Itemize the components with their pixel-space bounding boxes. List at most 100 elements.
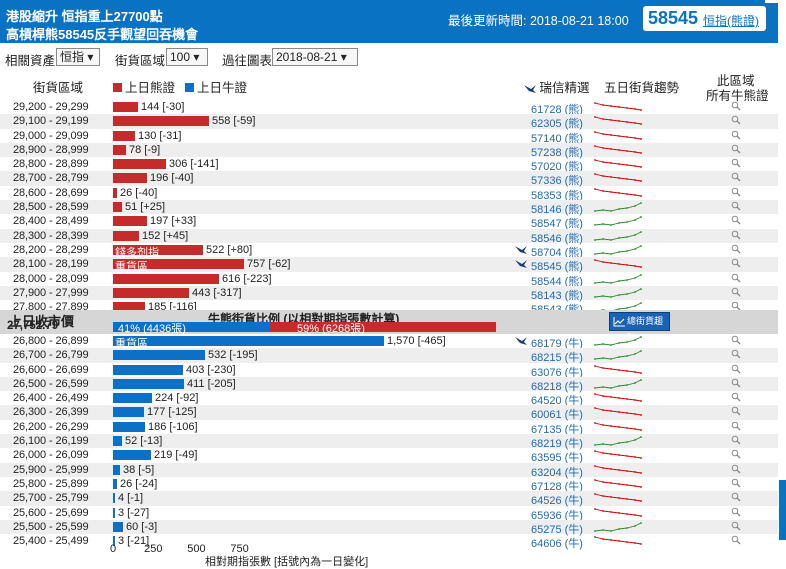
magnifier-icon[interactable] bbox=[731, 535, 741, 545]
magnifier-icon[interactable] bbox=[731, 230, 741, 240]
total-trend-label[interactable]: 總街貨趨勢 bbox=[627, 316, 664, 343]
magnifier-icon[interactable] bbox=[731, 172, 741, 182]
magnifier-icon[interactable] bbox=[731, 435, 741, 445]
magnifier-icon[interactable] bbox=[731, 101, 741, 111]
warrant-code-link[interactable]: 68215 (牛) bbox=[531, 352, 583, 365]
warrant-code-link[interactable]: 67135 (牛) bbox=[531, 423, 583, 436]
warrant-code-link[interactable]: 58547 (熊) bbox=[531, 218, 583, 231]
bull-bar[interactable] bbox=[113, 536, 115, 547]
warrant-code-link[interactable]: 65936 (牛) bbox=[531, 509, 583, 522]
asset-select[interactable]: 恒指 ▾ bbox=[56, 48, 100, 66]
total-trend-button[interactable]: 總街貨趨勢 bbox=[609, 312, 670, 343]
warrant-code-link[interactable]: 65275 (牛) bbox=[531, 523, 583, 536]
bull-bar[interactable] bbox=[113, 364, 183, 375]
bull-bar[interactable] bbox=[113, 407, 144, 418]
magnifier-icon[interactable] bbox=[731, 349, 741, 359]
side-tab[interactable] bbox=[779, 480, 786, 540]
magnifier-icon[interactable] bbox=[731, 273, 741, 283]
warrant-code-link[interactable]: 63204 (牛) bbox=[531, 466, 583, 479]
headline-1[interactable]: 港股縮升 恒指重上27700點 bbox=[6, 9, 163, 24]
warrant-code-link[interactable]: 63595 (牛) bbox=[531, 452, 583, 465]
bear-bar[interactable] bbox=[113, 230, 139, 241]
magnifier-icon[interactable] bbox=[731, 392, 741, 402]
bull-bar[interactable] bbox=[113, 478, 117, 489]
bull-bar[interactable] bbox=[113, 336, 384, 346]
bear-bar[interactable] bbox=[113, 144, 126, 155]
magnifier-icon[interactable] bbox=[731, 244, 741, 254]
warrant-code-link[interactable]: 58544 (熊) bbox=[531, 275, 583, 288]
bear-bar[interactable] bbox=[113, 116, 209, 127]
headline-2[interactable]: 高槓桿熊58545反手觀望回吞機會 bbox=[6, 27, 199, 42]
warrant-code-link[interactable]: 68218 (牛) bbox=[531, 380, 583, 393]
warrant-code-link[interactable]: 62305 (熊) bbox=[531, 118, 583, 131]
bull-bar[interactable] bbox=[113, 378, 184, 389]
date-select[interactable]: 2018-08-21 ▾ bbox=[272, 48, 358, 66]
warrant-code-link[interactable]: 58546 (熊) bbox=[531, 232, 583, 245]
warrant-code-link[interactable]: 68219 (牛) bbox=[531, 438, 583, 451]
magnifier-icon[interactable] bbox=[731, 258, 741, 268]
warrant-code-link[interactable]: 68179 (牛) bbox=[531, 338, 583, 350]
zone-select[interactable]: 100 ▾ bbox=[166, 48, 208, 66]
bull-bar[interactable] bbox=[113, 436, 122, 447]
bear-bar[interactable] bbox=[113, 173, 147, 184]
bear-bar[interactable] bbox=[113, 302, 145, 313]
warrant-code-link[interactable]: 64606 (牛) bbox=[531, 538, 583, 551]
magnifier-icon[interactable] bbox=[731, 478, 741, 488]
bull-bar[interactable] bbox=[113, 521, 123, 532]
bull-bar[interactable] bbox=[113, 493, 115, 504]
warrant-code-link[interactable]: 61728 (熊) bbox=[531, 104, 583, 116]
magnifier-icon[interactable] bbox=[731, 421, 741, 431]
magnifier-icon[interactable] bbox=[731, 507, 741, 517]
magnifier-icon[interactable] bbox=[731, 464, 741, 474]
bull-bar[interactable] bbox=[113, 507, 115, 518]
featured-warrant-box[interactable]: 58545 恒指(熊證) bbox=[643, 6, 766, 31]
magnifier-icon[interactable] bbox=[731, 130, 741, 140]
bear-bar[interactable] bbox=[113, 244, 203, 255]
bear-bar[interactable] bbox=[113, 273, 219, 284]
featured-warrant-type[interactable]: 恒指(熊證) bbox=[703, 14, 759, 28]
warrant-code-link[interactable]: 67128 (牛) bbox=[531, 480, 583, 493]
bull-bar[interactable] bbox=[113, 421, 145, 432]
bear-bar[interactable] bbox=[113, 216, 147, 227]
featured-warrant-code[interactable]: 58545 bbox=[648, 8, 699, 28]
bear-bar[interactable] bbox=[113, 187, 117, 198]
warrant-code-link[interactable]: 60061 (牛) bbox=[531, 409, 583, 422]
magnifier-icon[interactable] bbox=[731, 378, 741, 388]
warrant-code-link[interactable]: 57020 (熊) bbox=[531, 161, 583, 174]
warrant-code-link[interactable]: 58545 (熊) bbox=[531, 261, 583, 274]
magnifier-icon[interactable] bbox=[731, 115, 741, 125]
warrant-code-link[interactable]: 64520 (牛) bbox=[531, 395, 583, 408]
warrant-code-link[interactable]: 58143 (熊) bbox=[531, 289, 583, 302]
magnifier-icon[interactable] bbox=[731, 335, 741, 345]
bear-bar[interactable] bbox=[113, 202, 122, 213]
magnifier-icon[interactable] bbox=[731, 187, 741, 197]
warrant-code-link[interactable]: 57336 (熊) bbox=[531, 175, 583, 188]
bear-bar[interactable] bbox=[113, 159, 166, 170]
warrant-code-link[interactable]: 58704 (熊) bbox=[531, 246, 583, 259]
warrant-code-link[interactable]: 57238 (熊) bbox=[531, 146, 583, 159]
bull-bar[interactable] bbox=[113, 350, 205, 361]
warrant-code-link[interactable]: 58146 (熊) bbox=[531, 204, 583, 217]
magnifier-icon[interactable] bbox=[731, 449, 741, 459]
warrant-code-link[interactable]: 57140 (熊) bbox=[531, 132, 583, 145]
bull-bar[interactable] bbox=[113, 464, 120, 475]
warrant-code-link[interactable]: 63076 (牛) bbox=[531, 366, 583, 379]
warrant-code-link[interactable]: 64526 (牛) bbox=[531, 495, 583, 508]
magnifier-icon[interactable] bbox=[731, 492, 741, 502]
bull-bar[interactable] bbox=[113, 450, 151, 461]
magnifier-icon[interactable] bbox=[731, 201, 741, 211]
magnifier-icon[interactable] bbox=[731, 158, 741, 168]
bear-bar[interactable] bbox=[113, 287, 189, 298]
magnifier-icon[interactable] bbox=[731, 521, 741, 531]
bear-bar[interactable] bbox=[113, 259, 244, 270]
magnifier-icon[interactable] bbox=[731, 364, 741, 374]
magnifier-icon[interactable] bbox=[731, 287, 741, 297]
bull-bar[interactable] bbox=[113, 393, 152, 404]
warrant-code-link[interactable]: 58353 (熊) bbox=[531, 189, 583, 202]
bear-bar[interactable] bbox=[113, 130, 135, 141]
magnifier-icon[interactable] bbox=[731, 301, 741, 311]
bear-bar[interactable] bbox=[113, 102, 138, 112]
magnifier-icon[interactable] bbox=[731, 144, 741, 154]
magnifier-icon[interactable] bbox=[731, 406, 741, 416]
magnifier-icon[interactable] bbox=[731, 215, 741, 225]
